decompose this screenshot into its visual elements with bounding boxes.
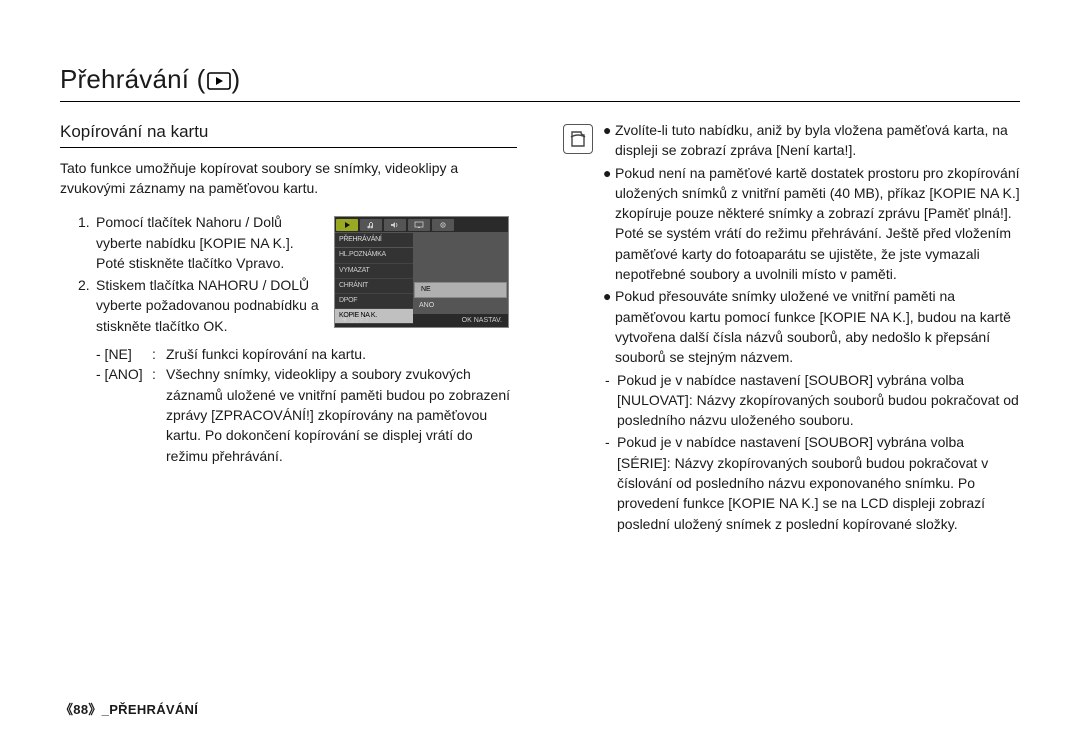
menu-tabrow xyxy=(335,217,508,233)
intro-text: Tato funkce umožňuje kopírovat soubory s… xyxy=(60,158,517,199)
footer-label: _PŘEHRÁVÁNÍ xyxy=(102,702,198,717)
menu-left-header: PŘEHRÁVÁNÍ xyxy=(335,233,413,248)
option-key: - [ANO] xyxy=(96,364,152,465)
bullet-mark: ● xyxy=(603,120,615,161)
menu-foot-ok-prefix: OK xyxy=(462,317,472,324)
bullet-text: Pokud přesouváte snímky uložené ve vnitř… xyxy=(615,286,1020,367)
camera-menu-screenshot: PŘEHRÁVÁNÍ HL.POZNÁMKA VYMAZAT CHRÁNIT D… xyxy=(334,216,509,328)
menu-foot-ok-label: NASTAV. xyxy=(474,317,502,324)
menu-left-pane: PŘEHRÁVÁNÍ HL.POZNÁMKA VYMAZAT CHRÁNIT D… xyxy=(335,233,413,313)
bullet-item: ●Pokud přesouváte snímky uložené ve vnit… xyxy=(603,286,1020,367)
step-item: 1. Pomocí tlačítek Nahoru / Dolů vyberte… xyxy=(60,212,320,273)
note-block: ●Zvolíte-li tuto nabídku, aniž by byla v… xyxy=(563,120,1020,536)
dash-mark: - xyxy=(605,432,617,533)
tab-display-icon xyxy=(408,219,430,231)
manual-page: Přehrávání () Kopírování na kartu Tato f… xyxy=(0,0,1080,746)
page-title: Přehrávání () xyxy=(60,64,1020,102)
sub-bullet-text: Pokud je v nabídce nastavení [SOUBOR] vy… xyxy=(617,432,1020,533)
option-sep: : xyxy=(152,364,166,465)
step-text: Stiskem tlačítka NAHORU / DOLŮ vyberte p… xyxy=(96,275,320,336)
bullet-item: ●Zvolíte-li tuto nabídku, aniž by byla v… xyxy=(603,120,1020,161)
steps-list: 1. Pomocí tlačítek Nahoru / Dolů vyberte… xyxy=(60,212,320,338)
option-row: - [ANO] : Všechny snímky, videoklipy a s… xyxy=(96,364,517,465)
dash-mark: - xyxy=(605,370,617,431)
menu-left-item: HL.POZNÁMKA xyxy=(335,248,413,263)
menu-frame: PŘEHRÁVÁNÍ HL.POZNÁMKA VYMAZAT CHRÁNIT D… xyxy=(334,216,509,328)
menu-body: PŘEHRÁVÁNÍ HL.POZNÁMKA VYMAZAT CHRÁNIT D… xyxy=(335,233,508,313)
right-column: ●Zvolíte-li tuto nabídku, aniž by byla v… xyxy=(563,120,1020,536)
steps-row: 1. Pomocí tlačítek Nahoru / Dolů vyberte… xyxy=(60,212,517,338)
page-number: 《88》 xyxy=(60,702,102,717)
menu-right-item: ANO xyxy=(413,299,508,313)
step-text: Pomocí tlačítek Nahoru / Dolů vyberte na… xyxy=(96,212,320,273)
sub-bullet-item: -Pokud je v nabídce nastavení [SOUBOR] v… xyxy=(603,370,1020,431)
step-number: 1. xyxy=(78,212,96,273)
menu-left-item: DPOF xyxy=(335,294,413,309)
tab-settings-icon xyxy=(432,219,454,231)
option-list: - [NE] : Zruší funkci kopírování na kart… xyxy=(60,344,517,466)
title-suffix: ) xyxy=(231,64,240,94)
tab-sound-icon xyxy=(384,219,406,231)
option-key: - [NE] xyxy=(96,344,152,364)
menu-right-item-selected: NE xyxy=(414,282,507,298)
bullet-text: Zvolíte-li tuto nabídku, aniž by byla vl… xyxy=(615,120,1020,161)
step-number: 2. xyxy=(78,275,96,336)
note-icon xyxy=(563,124,593,154)
sub-bullet-item: -Pokud je v nabídce nastavení [SOUBOR] v… xyxy=(603,432,1020,533)
sub-bullet-text: Pokud je v nabídce nastavení [SOUBOR] vy… xyxy=(617,370,1020,431)
step-item: 2. Stiskem tlačítka NAHORU / DOLŮ vybert… xyxy=(60,275,320,336)
bullet-item: ●Pokud není na paměťové kartě dostatek p… xyxy=(603,163,1020,285)
menu-left-item: VYMAZAT xyxy=(335,264,413,279)
menu-foot-back-label: ZPĚT xyxy=(351,317,369,324)
tab-music-icon xyxy=(360,219,382,231)
menu-foot-ok: OK NASTAV. xyxy=(462,316,502,326)
option-sep: : xyxy=(152,344,166,364)
option-val: Zruší funkci kopírování na kartu. xyxy=(166,344,517,364)
menu-right-pane: NE ANO xyxy=(413,233,508,313)
left-column: Kopírování na kartu Tato funkce umožňuje… xyxy=(60,120,517,536)
section-title: Kopírování na kartu xyxy=(60,120,517,148)
page-footer: 《88》_PŘEHRÁVÁNÍ xyxy=(60,699,198,718)
tab-play-icon xyxy=(336,219,358,231)
option-row: - [NE] : Zruší funkci kopírování na kart… xyxy=(96,344,517,364)
bullet-mark: ● xyxy=(603,286,615,367)
menu-left-item: CHRÁNIT xyxy=(335,279,413,294)
bullet-text: Pokud není na paměťové kartě dostatek pr… xyxy=(615,163,1020,285)
play-mode-icon xyxy=(207,72,231,90)
note-bullets: ●Zvolíte-li tuto nabídku, aniž by byla v… xyxy=(603,120,1020,534)
menu-foot-back: ZPĚT xyxy=(341,316,369,326)
bullet-mark: ● xyxy=(603,163,615,285)
menu-footer: ZPĚT OK NASTAV. xyxy=(335,313,508,327)
note-content: ●Zvolíte-li tuto nabídku, aniž by byla v… xyxy=(603,120,1020,536)
content-columns: Kopírování na kartu Tato funkce umožňuje… xyxy=(60,120,1020,536)
option-val: Všechny snímky, videoklipy a soubory zvu… xyxy=(166,364,517,465)
title-prefix: Přehrávání ( xyxy=(60,64,205,94)
